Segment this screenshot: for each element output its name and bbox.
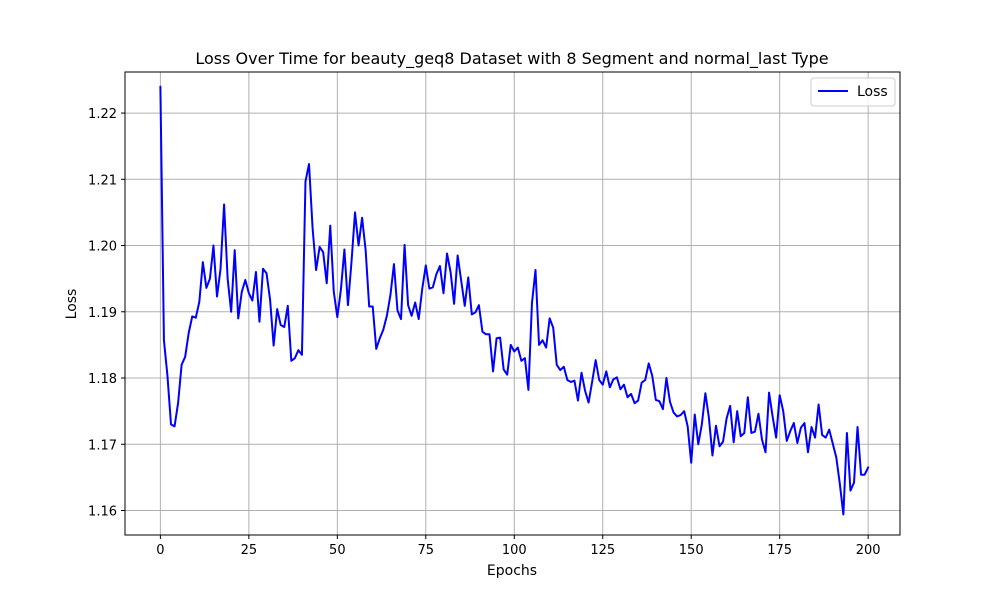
x-axis-label: Epochs: [487, 563, 537, 579]
y-tick-label: 1.17: [88, 438, 117, 453]
chart-title: Loss Over Time for beauty_geq8 Dataset w…: [195, 49, 828, 69]
axis-ticks: 0 25 50 75 100 125 150 175 200 1.16 1.17 1.18 1.19 1.…: [88, 107, 881, 558]
x-tick-label: 150: [679, 543, 704, 558]
y-tick-label: 1.21: [88, 173, 117, 188]
y-tick-label: 1.16: [88, 504, 117, 519]
plot-area: [124, 71, 901, 536]
x-tick-label: 0: [156, 543, 164, 558]
legend-label-loss: Loss: [857, 84, 888, 100]
y-tick-label: 1.20: [88, 240, 117, 255]
x-tick-label: 50: [329, 543, 346, 558]
y-tick-label: 1.19: [88, 306, 117, 321]
series-line-loss: [159, 85, 870, 516]
y-tick-label: 1.18: [88, 372, 117, 387]
x-tick-label: 200: [856, 543, 881, 558]
x-tick-label: 75: [418, 543, 435, 558]
legend: Loss: [810, 77, 896, 107]
y-tick-label: 1.22: [88, 107, 117, 122]
x-tick-label: 100: [502, 543, 527, 558]
y-axis-label: Loss: [64, 289, 80, 320]
legend-box: [810, 77, 896, 107]
grid: [125, 72, 900, 535]
x-tick-label: 175: [767, 543, 792, 558]
x-tick-label: 25: [241, 543, 258, 558]
x-tick-label: 125: [590, 543, 615, 558]
